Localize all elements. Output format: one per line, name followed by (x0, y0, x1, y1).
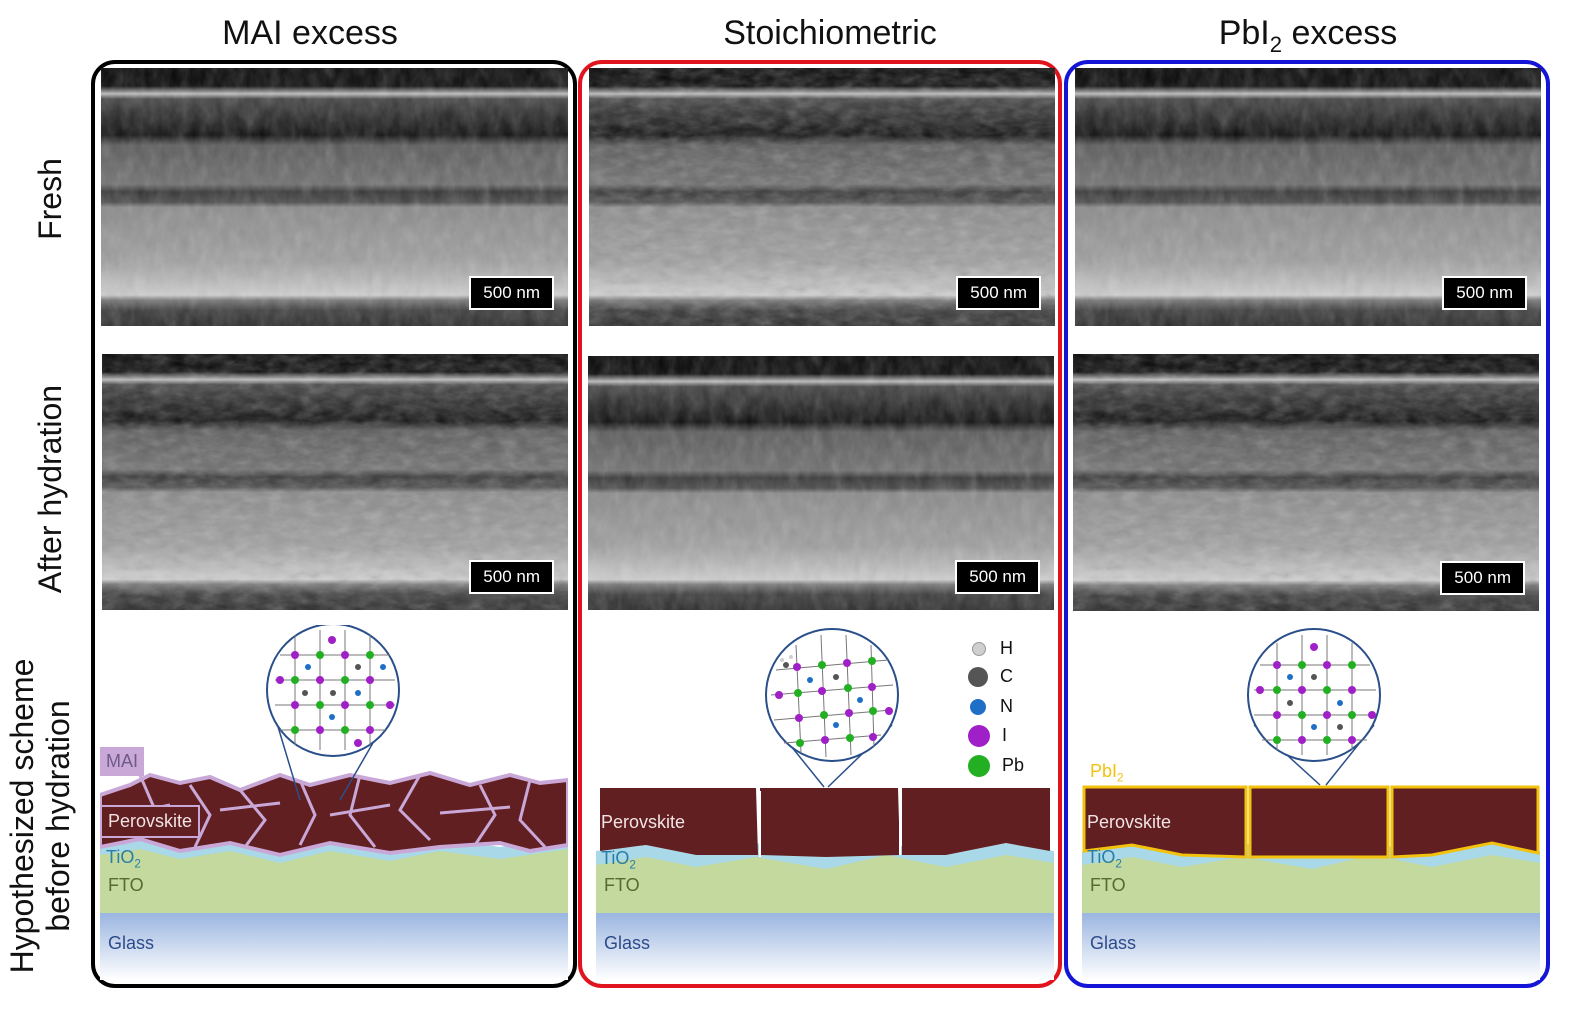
legend-item-h: H (972, 638, 1013, 659)
sem-image-pbi2-fresh: 500 nm (1075, 68, 1541, 326)
layer-label-perovskite: Perovskite (1087, 812, 1172, 832)
layer-label-fto: FTO (1090, 875, 1126, 895)
sem-image-mai-fresh: 500 nm (101, 68, 568, 326)
column-title-pbi2-excess: PbI2 excess (1218, 14, 1398, 57)
scale-bar: 500 nm (1440, 561, 1525, 595)
legend-item-pb: Pb (968, 755, 1024, 778)
sem-image-pbi2-after: 500 nm (1073, 354, 1539, 611)
row-label-after-hydration: After hydration (32, 384, 68, 594)
sem-image-mai-after: 500 nm (102, 354, 568, 610)
scale-bar: 500 nm (1442, 276, 1527, 310)
row-label-hypothesized-scheme: Hypothesized scheme before hydration (4, 658, 76, 974)
nitrogen-atom-icon (970, 699, 986, 716)
scale-bar: 500 nm (956, 276, 1041, 310)
row-label-fresh: Fresh (32, 158, 68, 240)
legend-item-i: I (968, 725, 1007, 748)
column-title-mai-excess: MAI excess (222, 14, 398, 52)
layer-label-pbi2: PbI2 (1090, 761, 1124, 785)
hydrogen-atom-icon (972, 642, 986, 657)
layer-label-mai: MAI (100, 747, 145, 776)
layer-label-tio2: TiO2 (106, 847, 141, 871)
scheme-mai-excess: MAI Perovskite TiO2 FTO Glass (98, 623, 570, 980)
legend-item-n: N (970, 696, 1013, 717)
layer-label-glass: Glass (1090, 933, 1137, 953)
lead-atom-icon (968, 755, 990, 778)
layer-label-perovskite: Perovskite (601, 812, 686, 832)
carbon-atom-icon (968, 667, 988, 688)
scale-bar: 500 nm (469, 560, 554, 594)
layer-label-tio2: TiO2 (601, 848, 636, 872)
layer-label-glass: Glass (108, 933, 155, 953)
layer-label-perovskite: Perovskite (100, 805, 201, 838)
scale-bar: 500 nm (955, 560, 1040, 594)
layer-label-fto: FTO (108, 875, 144, 895)
column-frame-stoichiometric (578, 60, 1062, 988)
layer-label-fto: FTO (604, 875, 640, 895)
crystal-lattice (275, 630, 395, 750)
sem-image-stoich-after: 500 nm (588, 356, 1054, 610)
legend-item-c: C (968, 666, 1013, 688)
layer-label-tio2: TiO2 (1087, 847, 1122, 871)
scheme-stoichiometric: Perovskite TiO2 FTO Glass (596, 625, 1054, 980)
sem-image-stoich-fresh: 500 nm (589, 68, 1055, 326)
iodine-atom-icon (968, 725, 990, 748)
layer-label-glass: Glass (604, 933, 651, 953)
scale-bar: 500 nm (469, 276, 554, 310)
scheme-pbi2-excess: PbI2 Perovskite TiO2 FTO Glass (1082, 625, 1540, 980)
column-frame-mai-excess (91, 60, 577, 988)
column-title-stoichiometric: Stoichiometric (723, 14, 937, 52)
column-frame-pbi2-excess (1064, 60, 1550, 988)
